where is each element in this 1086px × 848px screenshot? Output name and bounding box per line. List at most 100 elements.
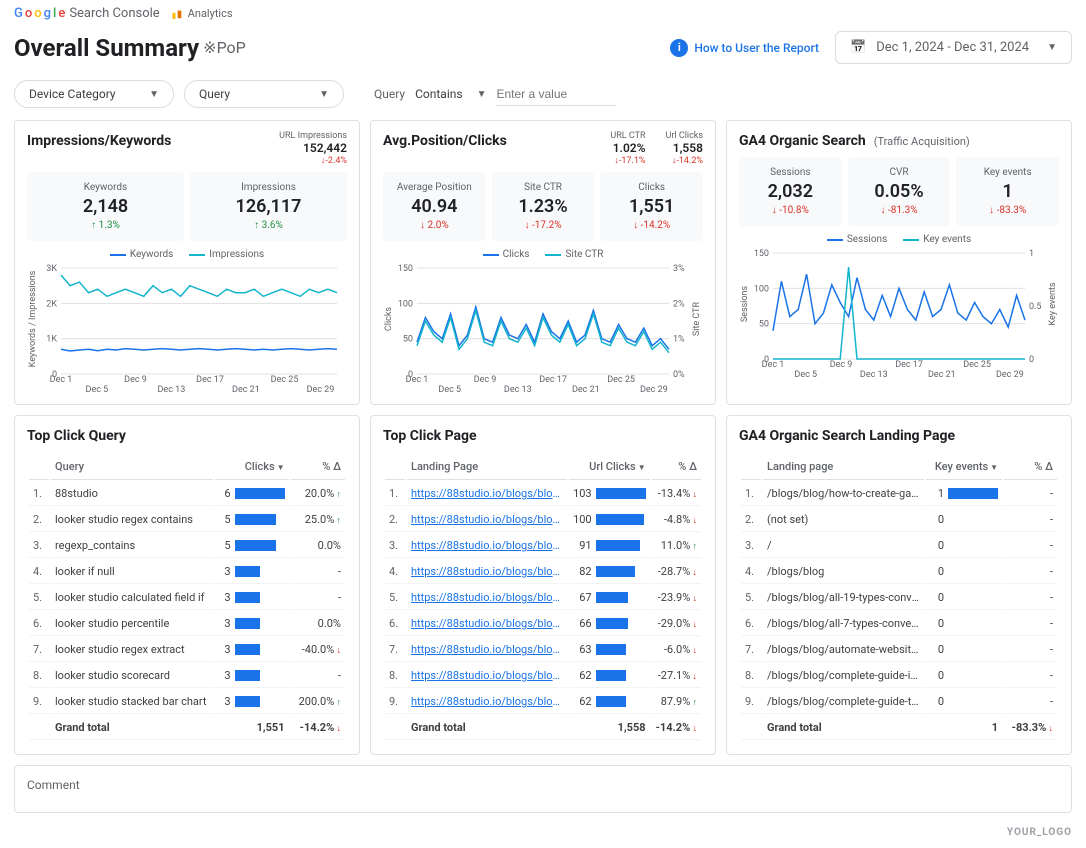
table-row[interactable]: 8. /blogs/blog/complete-guide-illustrat.… (741, 664, 1057, 688)
table-row[interactable]: 5. https://88studio.io/blogs/blog/looker… (385, 586, 701, 610)
svg-text:Clicks: Clicks (384, 307, 394, 332)
table-row[interactable]: 3. https://88studio.io/blogs/blog/looker… (385, 534, 701, 558)
svg-text:Sessions: Sessions (740, 285, 750, 322)
svg-text:Dec 1: Dec 1 (406, 375, 429, 385)
calendar-icon (850, 40, 866, 55)
ga4-organic-panel: GA4 Organic Search (Traffic Acquisition)… (726, 120, 1072, 405)
svg-text:Dec 5: Dec 5 (86, 385, 109, 395)
svg-text:Dec 5: Dec 5 (438, 385, 461, 395)
how-to-link[interactable]: i How to User the Report (670, 39, 819, 57)
grand-total-row: Grand total1,551-14.2% (29, 716, 345, 740)
table-row[interactable]: 6. /blogs/blog/all-7-types-convenient-g.… (741, 612, 1057, 636)
svg-text:1: 1 (1029, 249, 1034, 259)
table-row[interactable]: 7. https://88studio.io/blogs/blog/looker… (385, 638, 701, 662)
table-row[interactable]: 4. looker if null 3 - (29, 560, 345, 584)
info-icon: i (670, 39, 688, 57)
table-row[interactable]: 3. regexp_contains 5 0.0% (29, 534, 345, 558)
svg-text:Dec 25: Dec 25 (963, 360, 991, 370)
query-dropdown[interactable]: Query▼ (184, 80, 344, 108)
top-metric: Url Clicks1,558↓-14.2% (666, 131, 703, 166)
svg-text:Dec 13: Dec 13 (158, 385, 186, 395)
table-row[interactable]: 2. https://88studio.io/blogs/blog/looker… (385, 508, 701, 532)
table-row[interactable]: 8. looker studio scorecard 3 - (29, 664, 345, 688)
top-metric: URL CTR1.02%↓-17.1% (610, 131, 645, 166)
svg-text:Dec 25: Dec 25 (271, 375, 299, 385)
table-row[interactable]: 7. looker studio regex extract 3 -40.0% (29, 638, 345, 662)
legend-item: Keywords (110, 249, 173, 260)
svg-text:150: 150 (398, 264, 413, 274)
table-row[interactable]: 9. looker studio stacked bar chart 3 200… (29, 690, 345, 714)
table-row[interactable]: 5. looker studio calculated field if 3 - (29, 586, 345, 610)
impressions-keywords-panel: Impressions/Keywords URL Impressions152,… (14, 120, 360, 405)
sort-column[interactable]: Key events (926, 454, 1002, 480)
legend-item: Clicks (483, 249, 530, 260)
table-row[interactable]: 4. /blogs/blog 0 - (741, 560, 1057, 584)
table-row[interactable]: 3. / 0 - (741, 534, 1057, 558)
pop-label: ※PoP (203, 38, 246, 57)
legend-item: Sessions (827, 234, 887, 245)
svg-text:Keywords / Impressions: Keywords / Impressions (28, 270, 38, 367)
svg-text:0: 0 (1029, 355, 1034, 365)
svg-text:Dec 1: Dec 1 (762, 360, 785, 370)
device-category-dropdown[interactable]: Device Category▼ (14, 80, 174, 108)
footer-logo: YOUR_LOGO (0, 823, 1086, 848)
table-row[interactable]: 1. https://88studio.io/blogs/blog/looker… (385, 482, 701, 506)
table-row[interactable]: 4. https://88studio.io/blogs/blog/looker… (385, 560, 701, 584)
sort-column[interactable]: Url Clicks (569, 454, 650, 480)
svg-text:Dec 1: Dec 1 (50, 375, 73, 385)
svg-text:100: 100 (754, 284, 769, 294)
svg-text:Dec 13: Dec 13 (504, 385, 532, 395)
gsc-logo: Google Search Console (14, 6, 160, 21)
table-row[interactable]: 7. /blogs/blog/automate-website-client..… (741, 638, 1057, 662)
table-row[interactable]: 2. looker studio regex contains 5 25.0% (29, 508, 345, 532)
svg-text:Dec 25: Dec 25 (607, 375, 635, 385)
kpi-card: Clicks1,551↓ -14.2% (600, 172, 703, 241)
table-row[interactable]: 2. (not set) 0 - (741, 508, 1057, 532)
page-title: Overall Summary (14, 34, 199, 62)
svg-text:Dec 17: Dec 17 (196, 375, 224, 385)
query-match-dropdown[interactable]: Contains▼ (415, 87, 486, 101)
kpi-card: CVR0.05%↓ -81.3% (848, 157, 951, 226)
svg-text:Key events: Key events (1048, 282, 1058, 325)
table-row[interactable]: 1. 88studio 6 20.0% (29, 482, 345, 506)
svg-text:0%: 0% (673, 370, 685, 380)
legend-item: Site CTR (545, 249, 603, 260)
legend-item: Impressions (189, 249, 264, 260)
panel-title: GA4 Organic Search (Traffic Acquisition) (739, 133, 1059, 149)
table-row[interactable]: 6. https://88studio.io/blogs/blog/looker… (385, 612, 701, 636)
kpi-card: Impressions126,117↑ 3.6% (190, 172, 347, 241)
top-metric: URL Impressions152,442↓-2.4% (279, 131, 347, 166)
svg-text:0.5: 0.5 (1029, 302, 1042, 312)
svg-text:Dec 21: Dec 21 (928, 370, 956, 380)
panel-title: Top Click Query (27, 428, 347, 444)
panel-title: Top Click Page (383, 428, 703, 444)
table-row[interactable]: 5. /blogs/blog/all-19-types-convenient-.… (741, 586, 1057, 610)
analytics-logo: Analytics (172, 7, 233, 20)
svg-text:Dec 29: Dec 29 (996, 370, 1024, 380)
kpi-card: Site CTR1.23%↓ -17.2% (492, 172, 595, 241)
sort-column[interactable]: Clicks (215, 454, 289, 480)
query-value-input[interactable] (496, 83, 616, 106)
svg-text:3%: 3% (673, 264, 685, 274)
table-row[interactable]: 9. /blogs/blog/complete-guide-to-usin...… (741, 690, 1057, 714)
svg-text:1%: 1% (673, 335, 685, 345)
top-click-page-panel: Top Click Page Landing Page Url Clicks %… (370, 415, 716, 755)
table-row[interactable]: 1. /blogs/blog/how-to-create-ga4-report … (741, 482, 1057, 506)
date-range-picker[interactable]: Dec 1, 2024 - Dec 31, 2024 ▼ (835, 31, 1072, 64)
svg-text:Site CTR: Site CTR (692, 301, 702, 336)
svg-text:50: 50 (759, 320, 769, 330)
svg-text:Dec 21: Dec 21 (232, 385, 260, 395)
panel-title: GA4 Organic Search Landing Page (739, 428, 1059, 444)
svg-text:Dec 9: Dec 9 (474, 375, 497, 385)
svg-text:Dec 17: Dec 17 (539, 375, 567, 385)
query-filter-label: Query (374, 87, 405, 101)
table-row[interactable]: 9. https://88studio.io/blogs/blog/looker… (385, 690, 701, 714)
legend-item: Key events (903, 234, 971, 245)
kpi-card: Key events1↓ -83.3% (956, 157, 1059, 226)
svg-text:Dec 5: Dec 5 (794, 370, 817, 380)
top-click-query-panel: Top Click Query Query Clicks % Δ 1. 88st… (14, 415, 360, 755)
comment-panel[interactable]: Comment (14, 765, 1072, 813)
table-row[interactable]: 6. looker studio percentile 3 0.0% (29, 612, 345, 636)
table-row[interactable]: 8. https://88studio.io/blogs/blog/looker… (385, 664, 701, 688)
svg-text:Dec 29: Dec 29 (640, 385, 668, 395)
